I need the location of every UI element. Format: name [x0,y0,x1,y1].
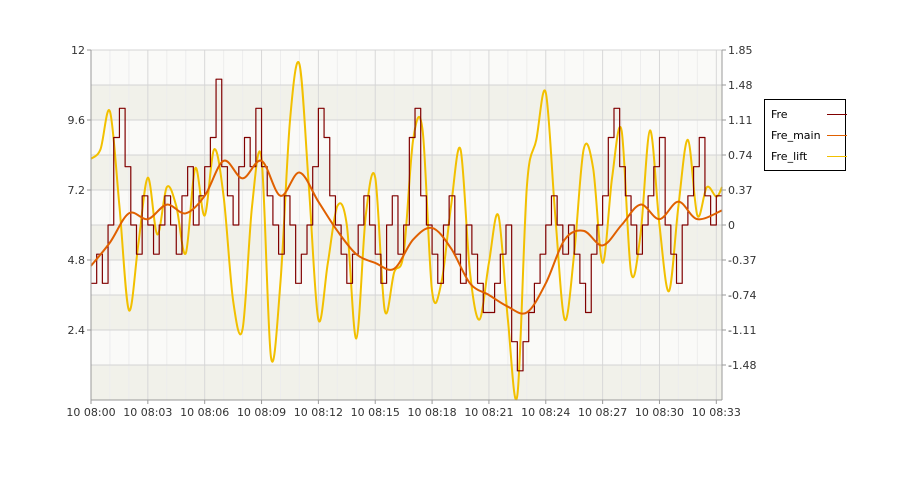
legend-label-fre: Fre [771,108,788,121]
legend-item-fre-main: Fre_main [771,125,847,146]
right-axis-tick-label: 1.11 [728,114,753,127]
left-axis-tick-label: 2.4 [68,324,86,337]
right-axis-tick-label: -1.48 [728,359,756,372]
x-axis-tick-label: 10 08:18 [407,406,456,419]
x-axis-tick-label: 10 08:09 [237,406,286,419]
x-axis-ticks: 10 08:00 10 08:03 10 08:06 10 08:09 10 08:12… [66,400,741,419]
series-fre-line [91,78,722,372]
legend-label-fre-lift: Fre_lift [771,150,808,163]
x-axis-tick-label: 10 08:27 [578,406,627,419]
x-axis-tick-label: 10 08:03 [123,406,172,419]
right-axis-ticks: 1.85 1.48 1.11 0.74 0.37 0 -0.37 -0.74 -1.11 -1.4… [722,44,756,372]
plot-band [91,295,722,330]
x-axis-tick-label: 10 08:06 [180,406,229,419]
x-axis-tick-label: 10 08:24 [521,406,570,419]
right-axis-tick-label: -1.11 [728,324,756,337]
legend-item-fre-lift: Fre_lift [771,146,847,167]
right-axis-tick-label: 1.48 [728,79,753,92]
x-axis-tick-label: 10 08:30 [635,406,684,419]
x-axis-tick-label: 10 08:12 [294,406,343,419]
legend: Fre Fre_main Fre_lift [764,99,847,171]
right-axis-tick-label: 1.85 [728,44,753,57]
plot-band [91,155,722,190]
right-axis-tick-label: 0 [728,219,735,232]
legend-item-fre: Fre [771,104,847,125]
series-fre-main-line [90,159,723,315]
x-axis-tick-label: 10 08:15 [351,406,400,419]
plot-band [91,365,722,400]
right-axis-tick-label: -0.74 [728,289,756,302]
x-axis-tick-label: 10 08:00 [66,406,115,419]
grid-lines [90,49,722,400]
left-axis-ticks: 12 9.6 7.2 4.8 2.4 [68,44,91,337]
plot-band [91,85,722,120]
series-layer [90,61,723,401]
x-axis-tick-label: 10 08:33 [692,406,741,419]
left-axis-tick-label: 9.6 [68,114,86,127]
legend-swatch-fre [827,114,847,115]
left-axis-tick-label: 12 [71,44,85,57]
x-axis-tick-label: 10 08:21 [464,406,513,419]
right-axis-tick-label: -0.37 [728,254,756,267]
legend-label-fre-main: Fre_main [771,129,821,142]
right-axis-tick-label: 0.74 [728,149,753,162]
legend-swatch-fre-lift [827,156,847,157]
right-axis-tick-label: 0.37 [728,184,753,197]
legend-swatch-fre-main [827,135,847,136]
left-axis-tick-label: 7.2 [68,184,86,197]
left-axis-tick-label: 4.8 [68,254,86,267]
series-fre-lift-line [90,61,723,401]
